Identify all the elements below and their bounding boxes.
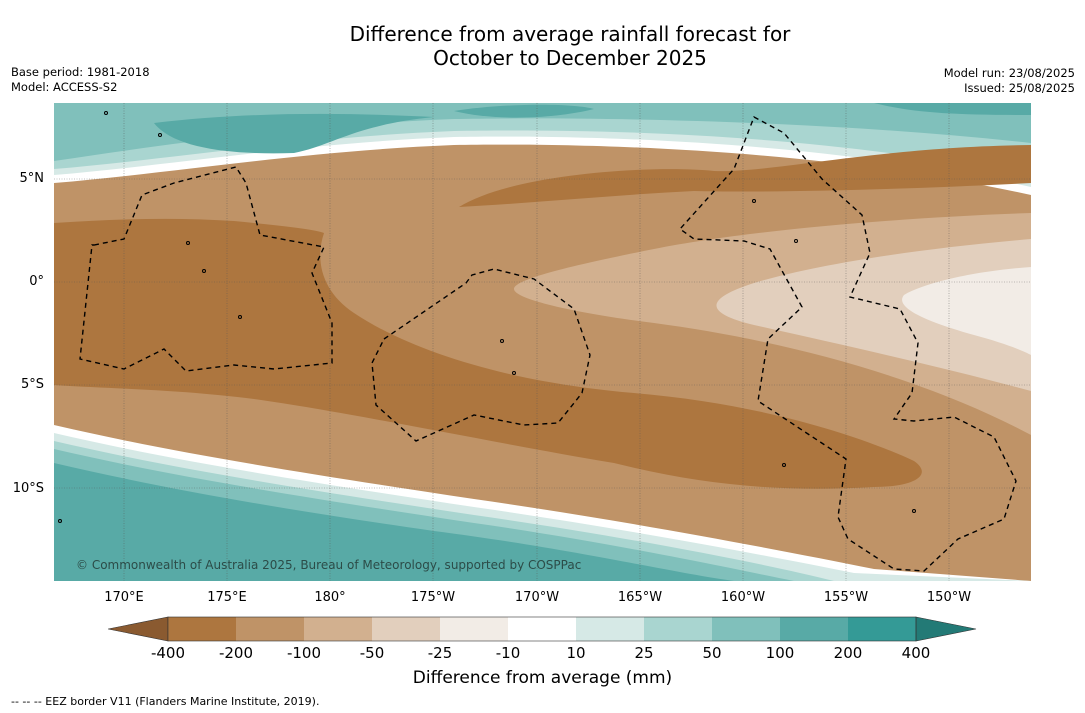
colorbar-swatch-400-200 (168, 617, 236, 641)
colorbar-swatch-10-10 (508, 617, 576, 641)
islands (58, 111, 916, 523)
title-line-2: October to December 2025 (433, 46, 707, 70)
colorbar-tick: -400 (150, 644, 186, 662)
band-50-25 (716, 239, 1031, 391)
band-25-10 (902, 267, 1031, 355)
lat-label-5n: 5°N (19, 171, 45, 186)
colorbar (107, 616, 978, 646)
eez-legend-note: -- -- -- EEZ border V11 (Flanders Marine… (11, 695, 320, 708)
issued-date: Issued: 25/08/2025 (964, 81, 1075, 95)
colorbar-swatch-25-10 (440, 617, 508, 641)
base-period: Base period: 1981-2018 (11, 65, 150, 79)
lon-label-180: 180° (314, 590, 346, 605)
eez-kiribati (678, 116, 1017, 572)
lon-label-165w: 165°W (617, 590, 663, 605)
colorbar-tick: -10 (495, 644, 521, 662)
graticule (54, 103, 1031, 581)
map-title: Difference from average rainfall forecas… (0, 22, 1085, 70)
band-100-200-north-b (454, 104, 594, 118)
colorbar-swatch-50-100 (712, 617, 780, 641)
model-name: Model: ACCESS-S2 (11, 80, 118, 94)
colorbar-tick: -200 (218, 644, 254, 662)
run-info: Model run: 23/08/2025 Issued: 25/08/2025 (944, 66, 1075, 96)
lon-label-150w: 150°W (926, 590, 972, 605)
band-100-200-south (54, 463, 734, 581)
lon-label-175w: 175°W (410, 590, 456, 605)
lat-label-10s: 10°S (12, 481, 44, 496)
lon-label-170w: 170°W (514, 590, 560, 605)
lon-label-155w: 155°W (823, 590, 869, 605)
colorbar-tick: 400 (901, 644, 931, 662)
colorbar-swatch-lt400 (107, 616, 169, 642)
colorbar-swatch-100-50 (304, 617, 372, 641)
colorbar-swatch-100-200 (780, 617, 848, 641)
eez-tokelau (371, 268, 591, 442)
model-info: Base period: 1981-2018 Model: ACCESS-S2 (11, 65, 150, 95)
band-100-200-north-a (154, 113, 434, 154)
eez-borders (79, 116, 1017, 572)
colorbar-tick: 200 (833, 644, 863, 662)
copyright-notice: © Commonwealth of Australia 2025, Bureau… (76, 558, 582, 572)
colorbar-swatch-200-100 (236, 617, 304, 641)
colorbar-outline (167, 616, 917, 642)
colorbar-tick: -25 (427, 644, 453, 662)
model-run: Model run: 23/08/2025 (943, 66, 1075, 80)
lon-label-160w: 160°W (720, 590, 766, 605)
colorbar-tick: 25 (634, 644, 654, 662)
colorbar-tick: -100 (286, 644, 322, 662)
lat-label-5s: 5°S (20, 377, 44, 392)
eez-tuvalu (79, 166, 333, 372)
title-line-1: Difference from average rainfall forecas… (349, 22, 791, 46)
band-100-200-north-c (874, 103, 1031, 115)
colorbar-title: Difference from average (mm) (412, 668, 673, 688)
colorbar-tick: 100 (765, 644, 795, 662)
colorbar-swatch-10-25 (576, 617, 644, 641)
colorbar-swatch-25-50 (644, 617, 712, 641)
dry-band-north (459, 145, 1031, 207)
colorbar-swatch-200-400 (848, 617, 916, 641)
dry-region-west (54, 218, 922, 489)
colorbar-swatch-50-25 (372, 617, 440, 641)
colorbar-swatch-gt400 (915, 616, 977, 642)
lon-label-170e: 170°E (104, 590, 144, 605)
map-svg (54, 103, 1031, 581)
colorbar-tick: 50 (702, 644, 722, 662)
lon-label-175e: 175°E (207, 590, 247, 605)
colorbar-svg (107, 616, 977, 642)
lat-label-0: 0° (29, 274, 44, 289)
colorbar-tick: -50 (359, 644, 385, 662)
rainfall-map (54, 103, 1031, 581)
colorbar-tick: 10 (566, 644, 586, 662)
